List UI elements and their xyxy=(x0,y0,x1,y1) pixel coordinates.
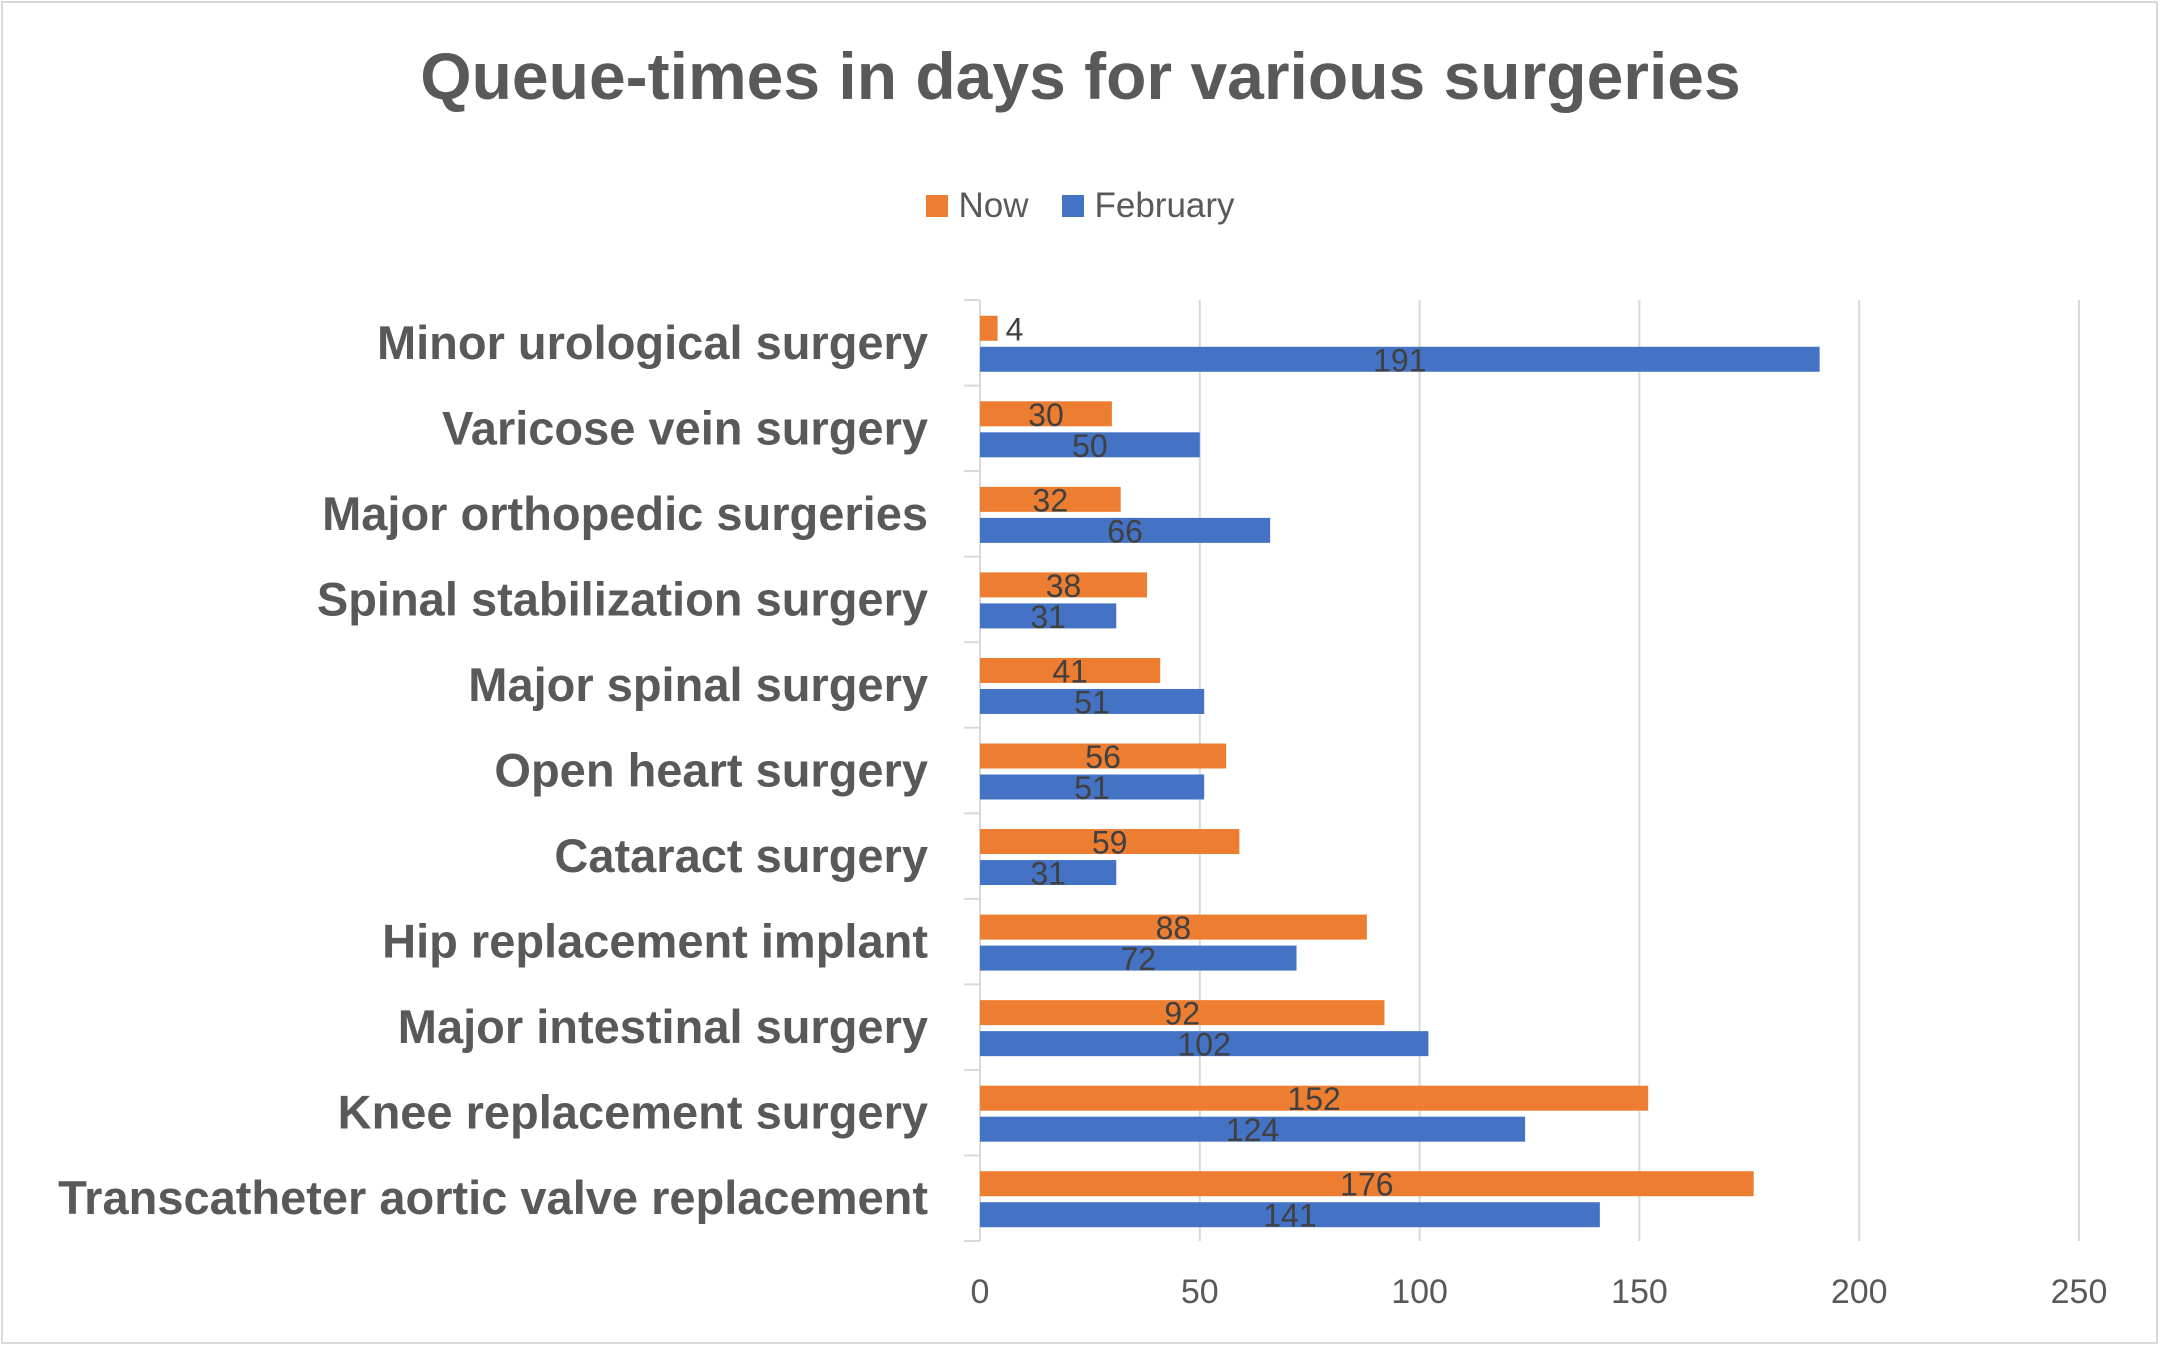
bar-now xyxy=(980,657,1161,683)
bar-february xyxy=(980,603,1117,629)
category-label: Hip replacement implant xyxy=(382,915,928,968)
bar-february xyxy=(980,1116,1526,1142)
category-label: Open heart surgery xyxy=(494,744,928,797)
chart-title: Queue-times in days for various surgerie… xyxy=(420,39,1741,113)
data-label-now: 88 xyxy=(1156,910,1192,946)
data-label-now: 32 xyxy=(1033,482,1069,518)
legend-swatch-now xyxy=(926,195,949,217)
data-label-now: 4 xyxy=(1006,311,1024,347)
data-label-february: 50 xyxy=(1072,428,1108,464)
legend-swatch-february xyxy=(1062,195,1085,217)
category-label: Minor urological surgery xyxy=(377,316,928,369)
bar-now xyxy=(980,486,1121,512)
data-label-now: 56 xyxy=(1085,739,1121,775)
category-label: Major spinal surgery xyxy=(468,658,928,711)
bar-now xyxy=(980,1085,1649,1111)
data-label-february: 102 xyxy=(1178,1027,1231,1063)
data-label-now: 59 xyxy=(1092,825,1128,861)
data-label-february: 51 xyxy=(1074,684,1110,720)
bar-now xyxy=(980,572,1148,598)
legend-label-february: February xyxy=(1094,186,1235,225)
bar-february xyxy=(980,346,1820,372)
data-label-now: 176 xyxy=(1340,1167,1393,1203)
data-label-now: 92 xyxy=(1164,996,1200,1032)
bar-february xyxy=(980,432,1200,458)
x-tick-label: 50 xyxy=(1181,1273,1219,1311)
legend-item-february: February xyxy=(1062,186,1235,226)
data-label-february: 51 xyxy=(1074,770,1110,806)
category-label: Transcatheter aortic valve replacement xyxy=(58,1171,928,1224)
bar-now xyxy=(980,829,1240,855)
bar-february xyxy=(980,860,1117,886)
legend-item-now: Now xyxy=(926,186,1028,226)
category-label: Spinal stabilization surgery xyxy=(317,572,928,625)
x-tick-label: 100 xyxy=(1391,1273,1448,1311)
bar-february xyxy=(980,517,1271,543)
data-label-february: 191 xyxy=(1373,342,1426,378)
data-label-february: 66 xyxy=(1107,513,1143,549)
data-label-now: 38 xyxy=(1046,568,1082,604)
category-label: Cataract surgery xyxy=(554,829,928,882)
category-label: Major orthopedic surgeries xyxy=(322,487,928,540)
bar-february xyxy=(980,1202,1600,1228)
bar-now xyxy=(980,1000,1385,1026)
data-label-now: 152 xyxy=(1287,1081,1340,1117)
data-label-now: 30 xyxy=(1028,397,1064,433)
data-label-february: 124 xyxy=(1226,1112,1279,1148)
bar-february xyxy=(980,1031,1429,1057)
category-label: Varicose vein surgery xyxy=(442,401,928,454)
category-label: Major intestinal surgery xyxy=(398,1000,928,1053)
bar-february xyxy=(980,774,1205,800)
bar-now xyxy=(980,1171,1754,1197)
data-label-february: 141 xyxy=(1263,1198,1316,1234)
bar-now xyxy=(980,743,1227,769)
data-label-february: 72 xyxy=(1120,941,1156,977)
bar-now xyxy=(980,914,1367,940)
bar-now xyxy=(980,401,1112,427)
x-tick-label: 150 xyxy=(1611,1273,1668,1311)
data-label-february: 31 xyxy=(1030,856,1066,892)
x-tick-label: 0 xyxy=(971,1273,990,1311)
legend: Now February xyxy=(0,186,2161,226)
data-label-now: 41 xyxy=(1052,653,1088,689)
x-tick-label: 250 xyxy=(2051,1273,2108,1311)
data-label-february: 31 xyxy=(1030,599,1066,635)
category-label: Knee replacement surgery xyxy=(338,1086,928,1139)
legend-label-now: Now xyxy=(958,186,1029,225)
bar-now xyxy=(980,315,998,341)
bar-february xyxy=(980,945,1297,971)
x-tick-label: 200 xyxy=(1831,1273,1888,1311)
bar-february xyxy=(980,688,1205,714)
